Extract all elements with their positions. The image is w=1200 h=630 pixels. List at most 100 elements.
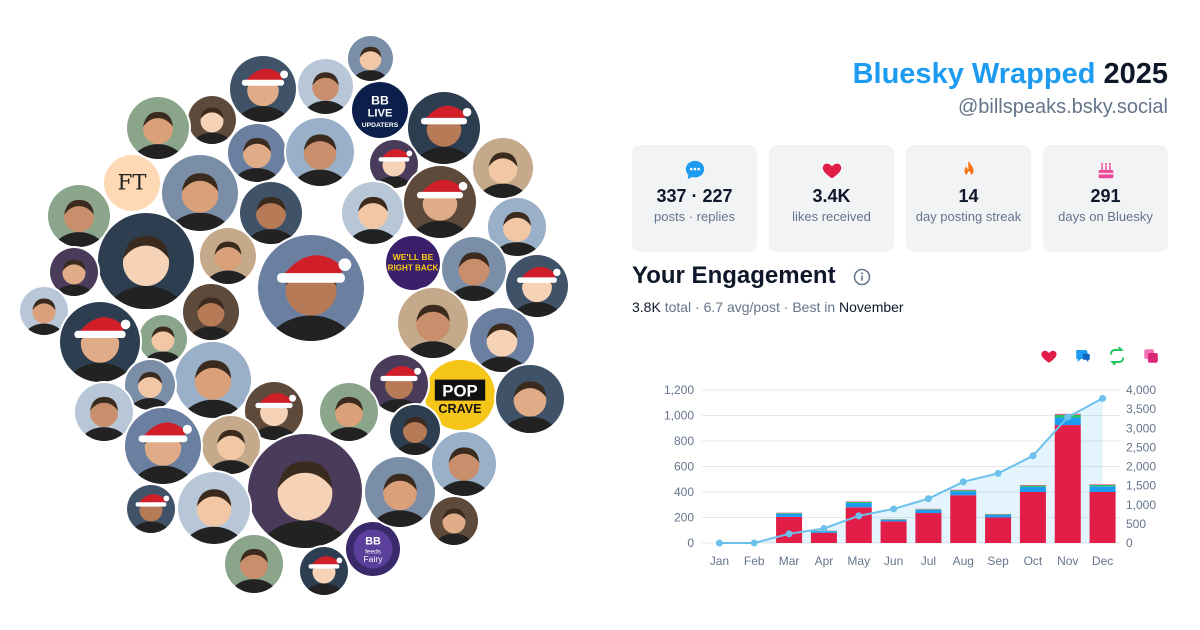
cake-icon (1098, 163, 1113, 179)
y2-tick-label: 2,500 (1126, 440, 1156, 454)
avatar[interactable] (230, 56, 296, 122)
avatar[interactable] (320, 383, 378, 441)
user-handle: @billspeaks.bsky.social (957, 96, 1168, 118)
bar-segment (810, 532, 837, 543)
stat-label: likes received (792, 209, 871, 224)
avatar[interactable] (442, 237, 506, 301)
avatar[interactable] (178, 472, 250, 544)
repost-icon[interactable] (1108, 346, 1126, 366)
avatar[interactable] (300, 547, 348, 595)
cumulative-line (719, 397, 1104, 544)
y2-tick-label: 3,000 (1126, 421, 1156, 435)
y2-tick-label: 3,500 (1126, 402, 1156, 416)
avatar-ft[interactable]: FT (104, 155, 160, 211)
y-tick-label: 400 (674, 485, 694, 499)
avatar[interactable] (202, 416, 260, 474)
avatar[interactable] (98, 213, 194, 309)
cumulative-point (785, 530, 793, 538)
bar-segment (1054, 417, 1081, 426)
avatar[interactable] (348, 36, 393, 81)
bar-segment (810, 531, 837, 533)
avatar[interactable] (139, 315, 187, 363)
avatar[interactable] (200, 228, 256, 284)
bar-segment (985, 517, 1012, 543)
avatar[interactable] (473, 138, 533, 198)
heart-icon[interactable] (1040, 347, 1058, 365)
avatar[interactable] (342, 182, 404, 244)
avatar[interactable] (430, 497, 478, 545)
avatar[interactable] (370, 355, 428, 413)
engagement-summary: 3.8K total · 6.7 avg/post · Best in Nove… (632, 299, 904, 315)
avatar[interactable] (127, 485, 175, 533)
heart-icon (822, 163, 841, 179)
y-tick-label: 1,200 (664, 383, 694, 397)
x-tick-label: Apr (815, 554, 834, 568)
avatar[interactable] (408, 92, 480, 164)
avatar[interactable] (183, 284, 239, 340)
avatar[interactable] (398, 288, 468, 358)
avatar[interactable] (470, 308, 534, 372)
avatar[interactable] (175, 342, 251, 418)
avatar[interactable] (48, 185, 110, 247)
avatar[interactable] (75, 383, 133, 441)
cumulative-point (855, 512, 863, 520)
avatar[interactable] (286, 118, 354, 186)
avatar-pop-crave[interactable]: POP CRAVE (425, 360, 495, 430)
cumulative-area (719, 398, 1103, 543)
bar-segment (845, 502, 872, 508)
avatar-collage: FT BB LIVE UPDATERS POP CRAVE BB feeds F… (20, 36, 568, 595)
avatar[interactable] (188, 96, 236, 144)
bar-segment (1054, 425, 1081, 543)
engagement-summary-text: total · 6.7 avg/post · Best in (660, 299, 840, 315)
stats-row: 337 · 227 posts · replies 3.4K likes rec… (632, 145, 1168, 252)
avatar[interactable] (127, 97, 189, 159)
chart-legend (1040, 346, 1160, 366)
y2-tick-label: 2,000 (1126, 460, 1156, 474)
avatar[interactable] (125, 360, 175, 410)
avatar[interactable] (245, 382, 303, 440)
avatar[interactable] (50, 248, 98, 296)
avatar[interactable] (20, 287, 68, 335)
svg-text:WE'LL BE: WE'LL BE (393, 252, 434, 262)
y2-tick-label: 1,000 (1126, 498, 1156, 512)
avatar[interactable] (390, 405, 440, 455)
bar-segment (950, 489, 977, 491)
avatar[interactable] (370, 140, 418, 188)
avatar-bb-live-updaters[interactable]: BB LIVE UPDATERS (352, 82, 408, 138)
avatar[interactable] (365, 457, 435, 527)
svg-text:CRAVE: CRAVE (438, 402, 481, 416)
cumulative-point (1029, 452, 1037, 460)
avatar[interactable] (258, 235, 364, 341)
avatar[interactable] (228, 124, 286, 182)
ft-logo-text: FT (118, 171, 147, 196)
avatar[interactable] (248, 434, 362, 548)
quote-icon[interactable] (1142, 347, 1160, 365)
avatar-bb-feeds-fairy[interactable]: BB feeds Fairy (346, 522, 400, 576)
stat-value: 337 · 227 (656, 186, 733, 206)
avatar[interactable] (506, 255, 568, 317)
avatar[interactable] (125, 408, 201, 484)
bar-segment (950, 491, 977, 496)
avatar[interactable] (240, 182, 302, 244)
avatar[interactable] (404, 166, 476, 238)
x-tick-label: Sep (987, 554, 1009, 568)
avatar[interactable] (60, 302, 140, 382)
bar-segment (845, 501, 872, 503)
avatar[interactable] (432, 432, 496, 496)
avatar[interactable] (162, 155, 238, 231)
avatar[interactable] (488, 198, 546, 256)
reply-icon[interactable] (1074, 347, 1092, 365)
avatar[interactable] (298, 59, 353, 114)
ft-bg (104, 155, 160, 211)
stat-card-days: 291 days on Bluesky (1043, 145, 1168, 252)
x-tick-label: Aug (953, 554, 974, 568)
bar-segment (1019, 492, 1046, 543)
avatar[interactable] (496, 365, 564, 433)
svg-text:BB: BB (371, 93, 389, 107)
info-icon[interactable] (853, 268, 871, 286)
avatar[interactable] (225, 535, 283, 593)
avatar-right-back[interactable]: WE'LL BE RIGHT BACK (386, 236, 440, 290)
y-tick-label: 600 (674, 460, 694, 474)
bar-segment (1019, 484, 1046, 486)
stat-card-streak: 14 day posting streak (906, 145, 1031, 252)
